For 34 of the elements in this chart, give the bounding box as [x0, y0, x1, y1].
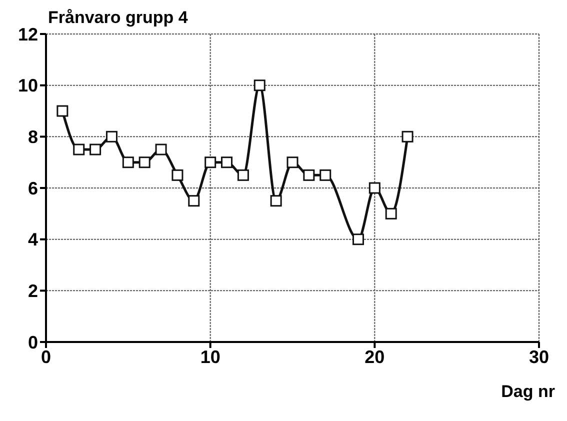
- point: [155, 144, 167, 156]
- y-tick-label: 12: [18, 24, 38, 44]
- point: [90, 144, 102, 156]
- chart-title: Frånvaro grupp 4: [48, 8, 188, 28]
- y-tick-label: 2: [28, 281, 38, 302]
- point: [122, 156, 134, 168]
- y-tick-label: 8: [28, 127, 38, 148]
- y-tick-label: 6: [28, 178, 38, 198]
- point: [204, 156, 216, 168]
- point: [286, 156, 298, 168]
- point: [237, 169, 249, 181]
- x-tick-label: 20: [364, 346, 385, 367]
- x-tick-label: 10: [200, 346, 220, 367]
- y-tick-label: 4: [28, 230, 38, 250]
- point: [320, 169, 332, 181]
- point: [368, 182, 380, 194]
- point: [303, 169, 315, 181]
- x-tick-label: 0: [40, 346, 52, 367]
- x-tick-label: 30: [528, 346, 550, 367]
- point: [73, 144, 85, 156]
- point: [221, 156, 233, 168]
- x-axis-title: Dag nr: [501, 382, 555, 402]
- point: [188, 195, 200, 207]
- y-tick-label: 0: [28, 332, 38, 352]
- point: [270, 195, 282, 207]
- point: [172, 169, 184, 181]
- point: [254, 80, 266, 92]
- point: [402, 130, 414, 142]
- y-tick-label: 10: [18, 76, 38, 96]
- point: [106, 130, 118, 142]
- point: [138, 156, 150, 168]
- point: [352, 234, 364, 246]
- point: [56, 105, 68, 117]
- point: [385, 208, 397, 220]
